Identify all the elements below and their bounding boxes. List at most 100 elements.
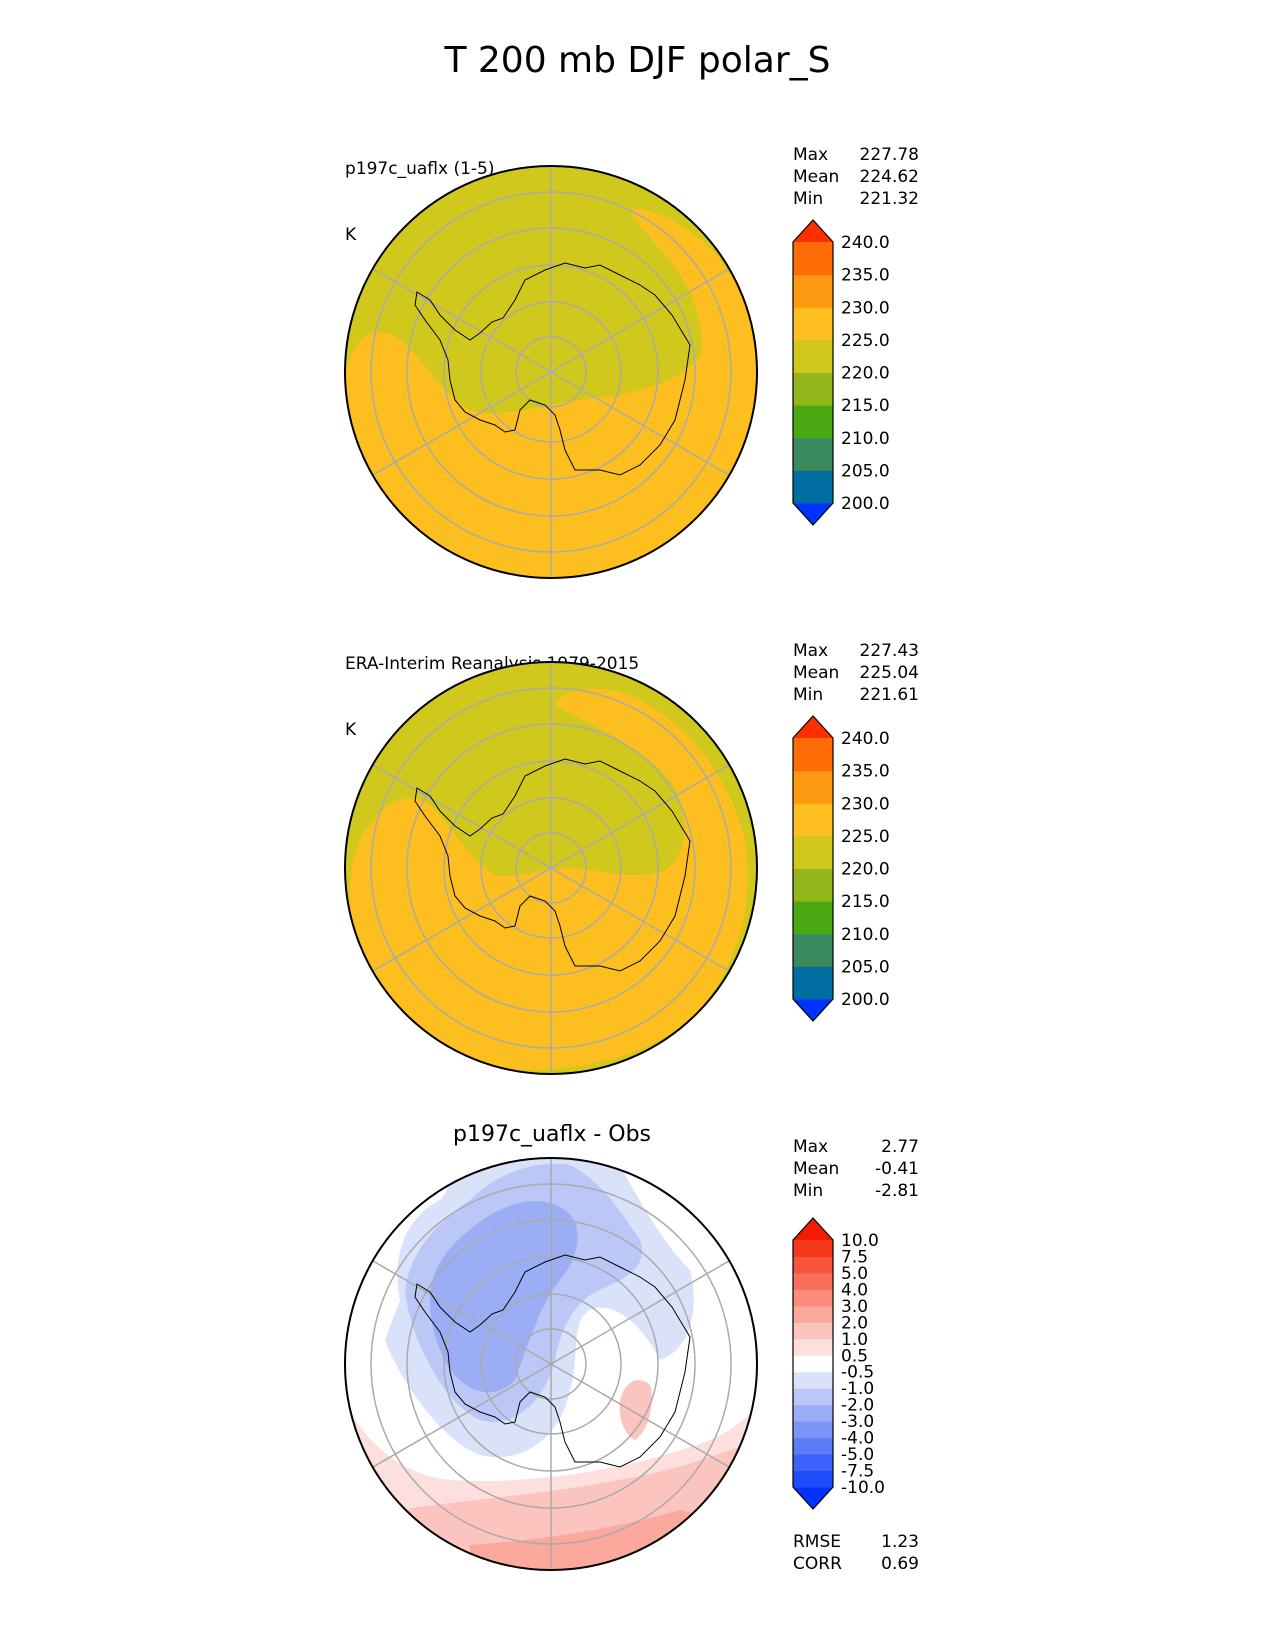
colorbar-outline [792, 219, 834, 526]
colorbar-panel3: -10.0-7.5-5.0-4.0-3.0-2.0-1.0-0.50.51.02… [792, 1217, 885, 1510]
colorbar-tick-label: 235.0 [841, 762, 890, 782]
stat-min-label: Min [793, 189, 824, 209]
colorbar-tick-label: 200.0 [841, 990, 890, 1010]
map1-warm-region [345, 209, 757, 578]
colorbar-extension-high [793, 1218, 833, 1240]
colorbar-tick-label: 220.0 [841, 860, 890, 880]
colorbar-segment [793, 1289, 833, 1307]
stat-max-value: 227.78 [859, 145, 919, 165]
colorbar-tick-label: 7.5 [841, 1247, 868, 1267]
map2-graticule [370, 662, 732, 1074]
stat-mean-value: 225.04 [859, 663, 919, 683]
colorbar-tick-label: 230.0 [841, 794, 890, 814]
panel3-metrics: RMSE 1.23 CORR 0.69 [793, 1531, 919, 1575]
colorbar-segment [793, 1388, 833, 1406]
colorbar-tick-label: 215.0 [841, 892, 890, 912]
stat-min-value: 221.61 [859, 685, 919, 705]
colorbar-segment [793, 1322, 833, 1340]
map-panel1 [344, 165, 758, 579]
stat-mean-value: -0.41 [875, 1159, 919, 1179]
colorbar-tick-label: 230.0 [841, 298, 890, 318]
colorbar-tick-label: -3.0 [841, 1412, 874, 1432]
colorbar-segment [793, 372, 833, 406]
stat-mean-label: Mean [793, 1159, 840, 1179]
map3-antarctica-coastline [414, 1254, 691, 1468]
colorbar-tick-label: 1.0 [841, 1330, 868, 1350]
colorbar-tick-label: -1.0 [841, 1379, 874, 1399]
colorbar-outline [792, 1217, 834, 1510]
map3-boundary [344, 1157, 758, 1571]
panel1-units: K [345, 225, 357, 245]
stat-min-label: Min [793, 1181, 824, 1201]
page-title: T 200 mb DJF polar_S [444, 40, 831, 81]
colorbar-tick-label: 205.0 [841, 461, 890, 481]
stat-mean-label: Mean [793, 167, 840, 187]
map-panel2 [344, 661, 758, 1075]
colorbar-segment [793, 1470, 833, 1488]
colorbar-segment [793, 437, 833, 471]
colorbar-segment [793, 1421, 833, 1439]
colorbar-tick-label: 225.0 [841, 827, 890, 847]
colorbar-segment [793, 1404, 833, 1422]
panel3-stats: Max 2.77 Mean -0.41 Min -2.81 [793, 1136, 919, 1202]
colorbar-tick-label: 225.0 [841, 331, 890, 351]
corr-value: 0.69 [881, 1554, 919, 1574]
colorbar-segment [793, 1437, 833, 1455]
map2-antarctica-coastline [414, 758, 691, 972]
colorbar-segment [793, 1355, 833, 1373]
colorbar-tick-label: 210.0 [841, 429, 890, 449]
colorbar-segment [793, 1256, 833, 1274]
colorbar-segment [793, 1272, 833, 1290]
colorbar-segment [793, 1240, 833, 1257]
colorbar-tick-label: 215.0 [841, 396, 890, 416]
colorbar-tick-label: -0.5 [841, 1363, 874, 1383]
colorbar-segment [793, 242, 833, 276]
colorbar-tick-label: 4.0 [841, 1280, 868, 1300]
colorbar-extension-low [793, 1487, 833, 1509]
stat-max-label: Max [793, 641, 829, 661]
colorbar-extension-high [793, 716, 833, 738]
stat-min-value: -2.81 [875, 1181, 919, 1201]
colorbar-outline [792, 715, 834, 1022]
colorbar-tick-label: 0.5 [841, 1346, 868, 1366]
stat-max-value: 227.43 [859, 641, 919, 661]
colorbar-tick-label: -5.0 [841, 1445, 874, 1465]
stat-mean-label: Mean [793, 663, 840, 683]
colorbar-tick-label: -10.0 [841, 1478, 885, 1498]
panel1-model-label: p197c_uaflx (1-5) [345, 159, 495, 179]
colorbar-segment [793, 835, 833, 869]
colorbar-panel1: 200.0 205.0 210.0 215.0 220.0 225.0 230.0 235.0… [792, 219, 890, 526]
map1-antarctica-coastline [414, 262, 691, 476]
colorbar-tick-label: 240.0 [841, 729, 890, 749]
stat-mean-value: 224.62 [859, 167, 919, 187]
colorbar-segment [793, 1371, 833, 1389]
map3-positive-patch [619, 1380, 652, 1440]
map-panel3 [344, 1157, 758, 1571]
panel3-title: p197c_uaflx - Obs [452, 1122, 652, 1147]
colorbar-tick-label: 220.0 [841, 364, 890, 384]
colorbar-tick-label: 235.0 [841, 266, 890, 286]
stat-max-label: Max [793, 145, 829, 165]
colorbar-segment [793, 770, 833, 804]
rmse-label: RMSE [793, 1532, 842, 1552]
colorbar-tick-label: 205.0 [841, 957, 890, 977]
colorbar-tick-label: -7.5 [841, 1462, 874, 1482]
colorbar-tick-label: 200.0 [841, 494, 890, 514]
colorbar-segment [793, 339, 833, 373]
colorbar-segment [793, 803, 833, 837]
stat-max-label: Max [793, 1137, 829, 1157]
stat-min-value: 221.32 [859, 189, 919, 209]
panel1-stats: Max 227.78 Mean 224.62 Min 221.32 [793, 144, 919, 210]
corr-label: CORR [793, 1554, 842, 1574]
stat-max-value: 2.77 [881, 1137, 919, 1157]
colorbar-extension-high [793, 220, 833, 242]
colorbar-tick-label: 240.0 [841, 233, 890, 253]
map1-boundary [344, 165, 758, 579]
colorbar-segment [793, 1338, 833, 1356]
colorbar-segment [793, 1454, 833, 1472]
colorbar-extension-low [793, 999, 833, 1021]
colorbar-segment [793, 966, 833, 1000]
colorbar-tick-label: 5.0 [841, 1264, 868, 1284]
colorbar-segment [793, 470, 833, 504]
